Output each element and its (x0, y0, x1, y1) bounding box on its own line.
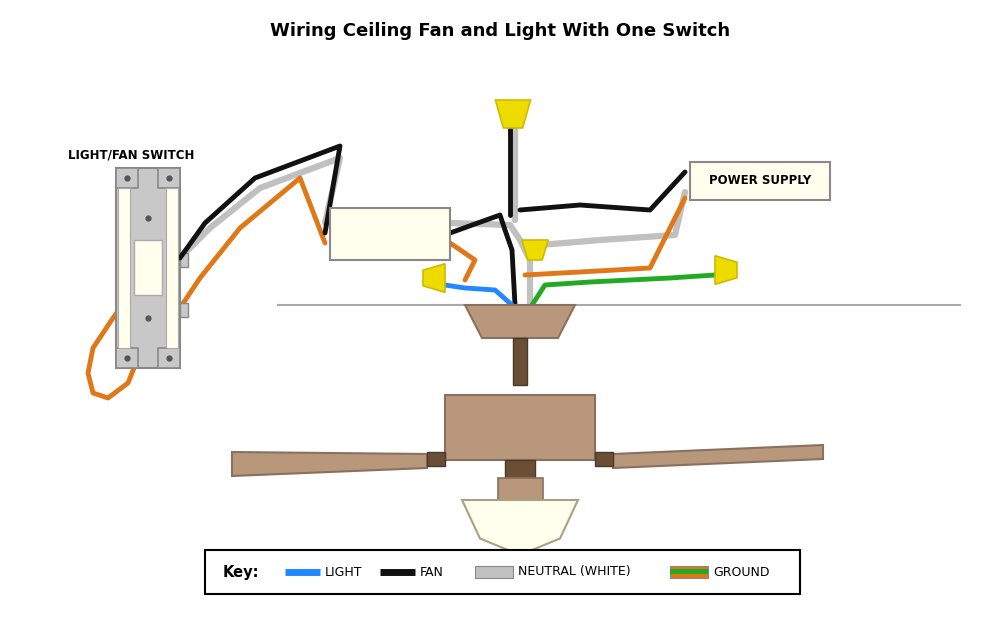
Text: POWER SUPPLY: POWER SUPPLY (709, 174, 811, 188)
Polygon shape (613, 445, 823, 468)
FancyBboxPatch shape (180, 303, 188, 317)
Text: Key:: Key: (223, 564, 260, 579)
FancyBboxPatch shape (134, 240, 162, 295)
FancyBboxPatch shape (595, 452, 613, 466)
FancyBboxPatch shape (158, 168, 180, 188)
FancyBboxPatch shape (498, 478, 542, 500)
Text: NEUTRAL (WHITE): NEUTRAL (WHITE) (518, 566, 631, 579)
FancyBboxPatch shape (690, 162, 830, 200)
Text: FAN: FAN (420, 566, 444, 579)
FancyBboxPatch shape (505, 460, 535, 478)
Polygon shape (423, 264, 445, 292)
FancyBboxPatch shape (445, 395, 595, 460)
FancyBboxPatch shape (116, 348, 138, 368)
FancyBboxPatch shape (427, 452, 445, 466)
FancyBboxPatch shape (118, 188, 130, 348)
Polygon shape (232, 452, 427, 476)
FancyBboxPatch shape (330, 208, 450, 260)
Text: GROUND: GROUND (713, 566, 770, 579)
Text: Wiring Ceiling Fan and Light With One Switch: Wiring Ceiling Fan and Light With One Sw… (270, 22, 730, 40)
FancyBboxPatch shape (670, 566, 708, 578)
FancyBboxPatch shape (513, 338, 527, 385)
FancyBboxPatch shape (166, 188, 178, 348)
FancyBboxPatch shape (180, 253, 188, 267)
FancyBboxPatch shape (670, 569, 708, 574)
FancyBboxPatch shape (475, 566, 513, 578)
FancyBboxPatch shape (116, 168, 180, 368)
FancyBboxPatch shape (205, 550, 800, 594)
Polygon shape (465, 305, 575, 338)
FancyBboxPatch shape (116, 168, 138, 188)
FancyBboxPatch shape (158, 348, 180, 368)
Polygon shape (522, 240, 548, 260)
Polygon shape (462, 500, 578, 555)
Text: LIGHT: LIGHT (325, 566, 362, 579)
Text: LIGHT/FAN SWITCH: LIGHT/FAN SWITCH (68, 149, 194, 161)
Polygon shape (495, 100, 531, 128)
Polygon shape (715, 256, 737, 284)
